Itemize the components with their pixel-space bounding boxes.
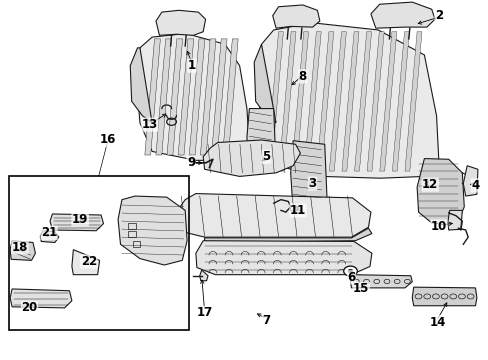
Text: 21: 21 [41,226,57,239]
Text: 12: 12 [421,178,437,191]
Polygon shape [366,32,384,171]
Polygon shape [130,48,152,123]
Polygon shape [266,32,283,171]
Polygon shape [462,166,477,196]
Polygon shape [272,5,319,28]
Polygon shape [291,32,308,171]
Polygon shape [196,241,371,275]
Polygon shape [178,39,193,155]
Text: 9: 9 [186,156,195,169]
Polygon shape [416,158,463,225]
Polygon shape [341,32,358,171]
Bar [9,176,188,330]
Bar [127,231,135,237]
Text: 15: 15 [352,283,368,296]
Text: 1: 1 [187,59,196,72]
Polygon shape [174,194,370,237]
Polygon shape [200,270,207,281]
Text: 5: 5 [262,150,270,163]
Text: 11: 11 [289,204,305,217]
Polygon shape [370,2,434,28]
Polygon shape [379,32,396,171]
Polygon shape [254,44,276,123]
Text: 19: 19 [72,213,88,226]
Polygon shape [350,275,411,288]
Text: 20: 20 [21,301,38,314]
Polygon shape [200,39,216,155]
Text: 6: 6 [346,271,355,284]
Polygon shape [258,23,438,178]
Text: 2: 2 [434,9,442,22]
Circle shape [343,266,357,276]
Circle shape [347,269,352,273]
Polygon shape [136,33,249,160]
Polygon shape [10,289,72,308]
Polygon shape [156,10,205,35]
Polygon shape [203,140,300,176]
Text: 4: 4 [470,179,479,192]
Polygon shape [118,196,187,265]
Polygon shape [50,214,103,231]
Polygon shape [354,32,371,171]
Polygon shape [211,39,226,155]
Polygon shape [290,141,326,205]
Polygon shape [156,39,171,155]
Polygon shape [40,231,59,243]
Text: 16: 16 [99,134,115,147]
Polygon shape [316,32,333,171]
Text: 22: 22 [81,255,97,268]
Polygon shape [204,228,371,243]
Polygon shape [329,32,346,171]
Text: 17: 17 [196,306,212,319]
Text: 13: 13 [141,118,158,131]
Polygon shape [279,32,295,171]
Text: 10: 10 [430,220,446,233]
Polygon shape [404,32,421,171]
Polygon shape [391,32,408,171]
Polygon shape [246,109,276,175]
Bar [127,223,135,229]
Polygon shape [144,39,160,155]
Polygon shape [189,39,204,155]
Polygon shape [222,39,238,155]
Text: 3: 3 [308,177,316,190]
Polygon shape [411,287,476,306]
Text: 7: 7 [262,314,270,327]
Polygon shape [304,32,321,171]
Text: 18: 18 [12,240,28,254]
Polygon shape [447,210,461,230]
Polygon shape [72,249,100,275]
Polygon shape [167,39,182,155]
Text: 8: 8 [298,70,306,83]
Polygon shape [10,241,35,260]
Text: 14: 14 [429,316,445,329]
Bar [132,242,140,247]
